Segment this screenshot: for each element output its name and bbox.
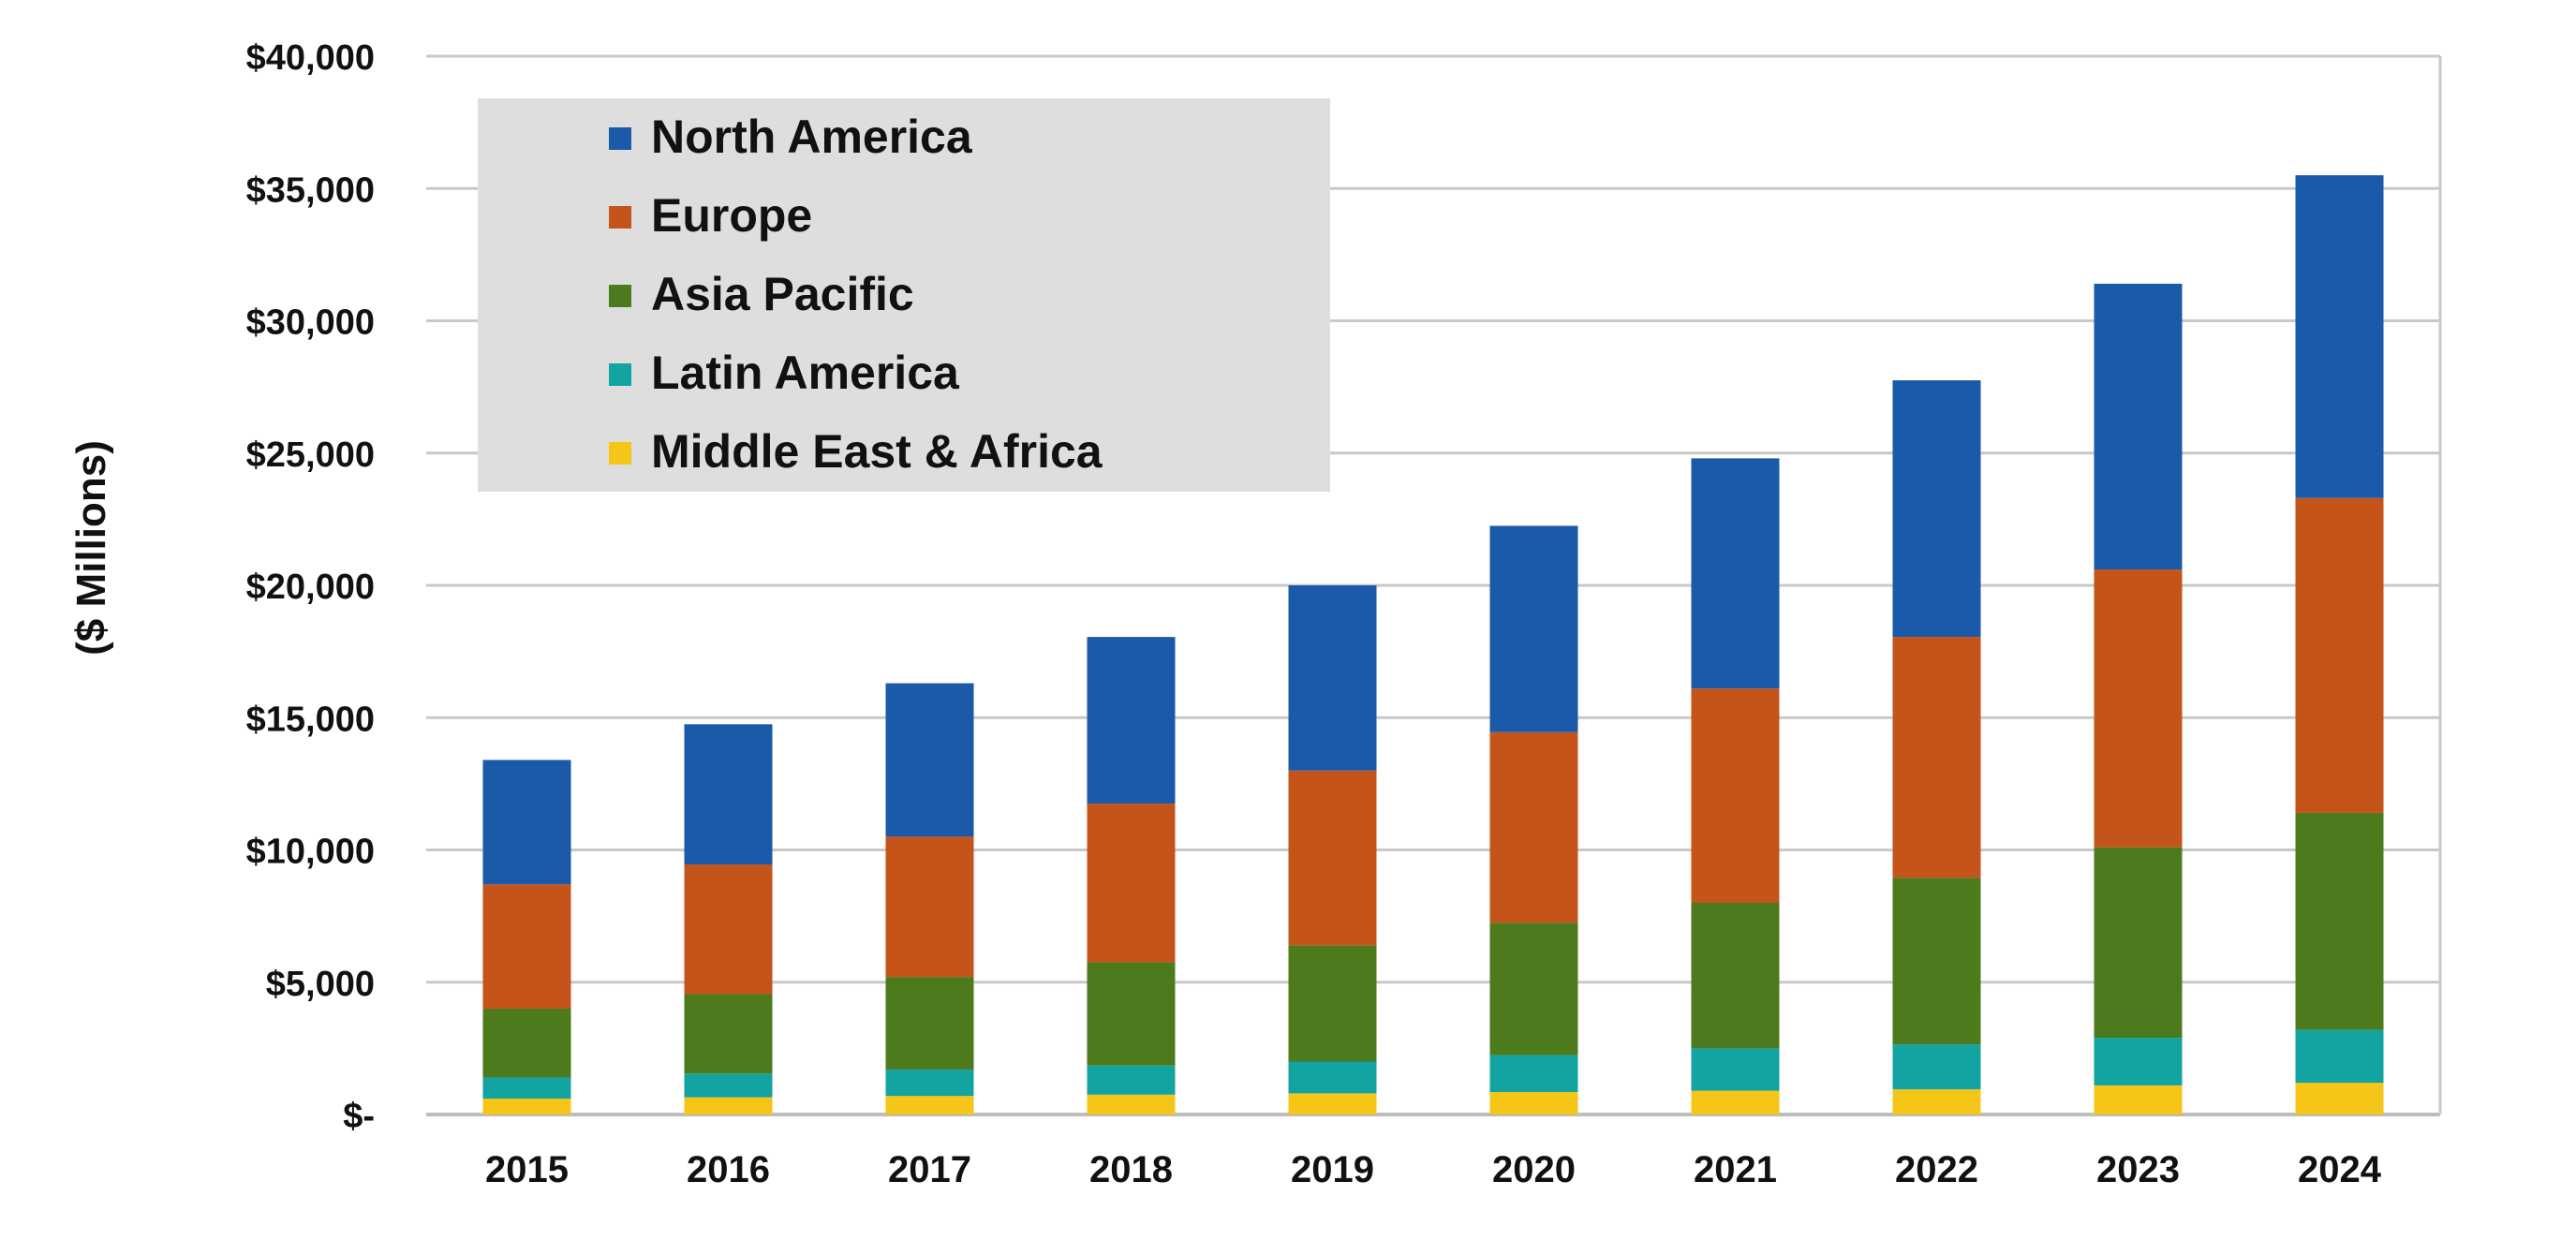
bar-segment-latin-america-2024	[2295, 1029, 2384, 1084]
bar-segment-latin-america-2015	[482, 1077, 571, 1100]
bar-segment-europe-2023	[2094, 569, 2183, 848]
x-axis-tick-labels: 2015 2016 2017 2018 2019 2020 2021 2022 2023 2024	[485, 1149, 2382, 1190]
legend-swatch	[609, 127, 631, 150]
y-tick-label: $40,000	[246, 38, 375, 78]
legend-swatch	[609, 363, 631, 386]
legend-label: Asia Pacific	[651, 268, 914, 320]
x-tick-label: 2023	[2096, 1149, 2180, 1190]
bar-segment-north-america-2016	[684, 724, 773, 865]
bar-segment-middle-east-africa-2018	[1087, 1094, 1176, 1115]
legend: North America Europe Asia Pacific Latin Ame…	[478, 98, 1330, 492]
legend-label: North America	[651, 111, 973, 163]
legend-swatch	[609, 206, 631, 229]
bar-segment-asia-pacific-2015	[482, 1009, 571, 1078]
bar-segment-europe-2019	[1288, 770, 1377, 946]
bar-segment-asia-pacific-2023	[2094, 847, 2183, 1039]
y-tick-label: $35,000	[246, 170, 375, 210]
bar-segment-latin-america-2019	[1288, 1061, 1377, 1094]
bar-segment-north-america-2024	[2295, 175, 2384, 498]
x-tick-label: 2017	[888, 1149, 971, 1190]
bar-segment-europe-2024	[2295, 497, 2384, 813]
bar-segment-latin-america-2016	[684, 1073, 773, 1098]
legend-swatch	[609, 442, 631, 465]
bar-segment-asia-pacific-2019	[1288, 945, 1377, 1062]
bar-segment-north-america-2022	[1892, 380, 1981, 638]
bar-segment-latin-america-2023	[2094, 1038, 2183, 1085]
bar-segment-middle-east-africa-2017	[885, 1096, 974, 1115]
x-tick-label: 2019	[1291, 1149, 1374, 1190]
bars	[482, 175, 2384, 1115]
legend-label: Europe	[651, 189, 812, 242]
y-axis-tick-labels: $- $5,000 $10,000 $15,000 $20,000 $25,000 $30,…	[246, 38, 375, 1136]
bar-segment-north-america-2019	[1288, 585, 1377, 771]
y-tick-label: $30,000	[246, 303, 375, 343]
bar-segment-middle-east-africa-2024	[2295, 1083, 2384, 1115]
bar-segment-latin-america-2021	[1691, 1048, 1780, 1091]
x-tick-label: 2018	[1089, 1149, 1173, 1190]
bar-segment-europe-2020	[1489, 731, 1578, 923]
bar-segment-europe-2016	[684, 864, 773, 995]
x-tick-label: 2016	[687, 1149, 770, 1190]
bar-segment-europe-2022	[1892, 637, 1981, 878]
bar-segment-asia-pacific-2022	[1892, 878, 1981, 1045]
x-tick-label: 2022	[1895, 1149, 1978, 1190]
bar-segment-middle-east-africa-2020	[1489, 1091, 1578, 1115]
y-tick-label: $5,000	[266, 965, 375, 1004]
y-tick-label: $25,000	[246, 436, 375, 475]
bar-segment-north-america-2020	[1489, 525, 1578, 732]
bar-segment-north-america-2017	[885, 683, 974, 837]
legend-label: Middle East & Africa	[651, 425, 1103, 478]
bar-segment-north-america-2021	[1691, 458, 1780, 689]
legend-label: Latin America	[651, 347, 960, 399]
x-tick-label: 2015	[485, 1149, 569, 1190]
bar-segment-latin-america-2018	[1087, 1065, 1176, 1095]
bar-segment-asia-pacific-2020	[1489, 923, 1578, 1056]
x-tick-label: 2021	[1694, 1149, 1777, 1190]
bar-segment-asia-pacific-2017	[885, 977, 974, 1070]
bar-segment-middle-east-africa-2021	[1691, 1090, 1780, 1115]
bar-segment-europe-2015	[482, 884, 571, 1009]
bar-segment-middle-east-africa-2022	[1892, 1089, 1981, 1115]
bar-segment-europe-2018	[1087, 804, 1176, 963]
bar-segment-north-america-2018	[1087, 637, 1176, 805]
bar-segment-europe-2021	[1691, 688, 1780, 903]
bar-segment-asia-pacific-2016	[684, 994, 773, 1074]
bar-segment-latin-america-2020	[1489, 1055, 1578, 1092]
bar-segment-middle-east-africa-2016	[684, 1097, 773, 1115]
bar-segment-middle-east-africa-2019	[1288, 1093, 1377, 1115]
bar-segment-latin-america-2017	[885, 1069, 974, 1097]
y-tick-label: $15,000	[246, 700, 375, 739]
bar-segment-middle-east-africa-2023	[2094, 1085, 2183, 1115]
bar-segment-asia-pacific-2018	[1087, 962, 1176, 1066]
bar-segment-middle-east-africa-2015	[482, 1099, 571, 1115]
legend-swatch	[609, 285, 631, 307]
x-tick-label: 2020	[1492, 1149, 1576, 1190]
bar-segment-north-america-2023	[2094, 283, 2183, 570]
bar-segment-asia-pacific-2021	[1691, 903, 1780, 1049]
bar-segment-latin-america-2022	[1892, 1044, 1981, 1090]
bar-segment-asia-pacific-2024	[2295, 812, 2384, 1030]
bar-segment-europe-2017	[885, 836, 974, 978]
y-tick-label: $10,000	[246, 833, 375, 872]
x-tick-label: 2024	[2298, 1149, 2382, 1190]
y-tick-label: $-	[343, 1097, 375, 1136]
y-axis-label: ($ Millions)	[68, 440, 114, 656]
bar-segment-north-america-2015	[482, 760, 571, 885]
y-tick-label: $20,000	[246, 568, 375, 607]
